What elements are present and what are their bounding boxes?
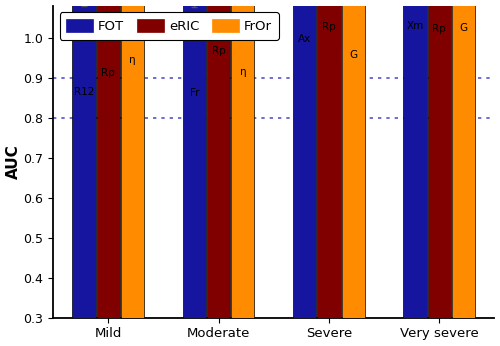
Bar: [428, 0, 451, 318]
Text: Ax: Ax: [298, 34, 312, 44]
Bar: [452, 0, 475, 318]
Bar: [318, 0, 340, 318]
Bar: [207, 0, 230, 318]
Text: η: η: [240, 67, 246, 77]
Text: G: G: [460, 23, 468, 33]
Bar: [72, 0, 96, 318]
Text: η: η: [129, 55, 136, 65]
Legend: FOT, eRIC, FrOr: FOT, eRIC, FrOr: [60, 12, 278, 39]
Bar: [182, 0, 206, 318]
Bar: [404, 0, 426, 318]
Text: R12: R12: [74, 87, 94, 97]
Bar: [121, 0, 144, 318]
Y-axis label: AUC: AUC: [6, 144, 20, 179]
Bar: [293, 0, 316, 318]
Text: Rp: Rp: [102, 68, 115, 78]
Bar: [96, 0, 120, 318]
Bar: [232, 0, 254, 318]
Bar: [342, 0, 365, 318]
Text: Rp: Rp: [322, 22, 336, 33]
Text: Rp: Rp: [432, 24, 446, 34]
Text: Fr: Fr: [190, 88, 199, 98]
Text: Xm: Xm: [406, 21, 424, 31]
Text: G: G: [349, 51, 358, 61]
Text: Rp: Rp: [212, 46, 226, 56]
